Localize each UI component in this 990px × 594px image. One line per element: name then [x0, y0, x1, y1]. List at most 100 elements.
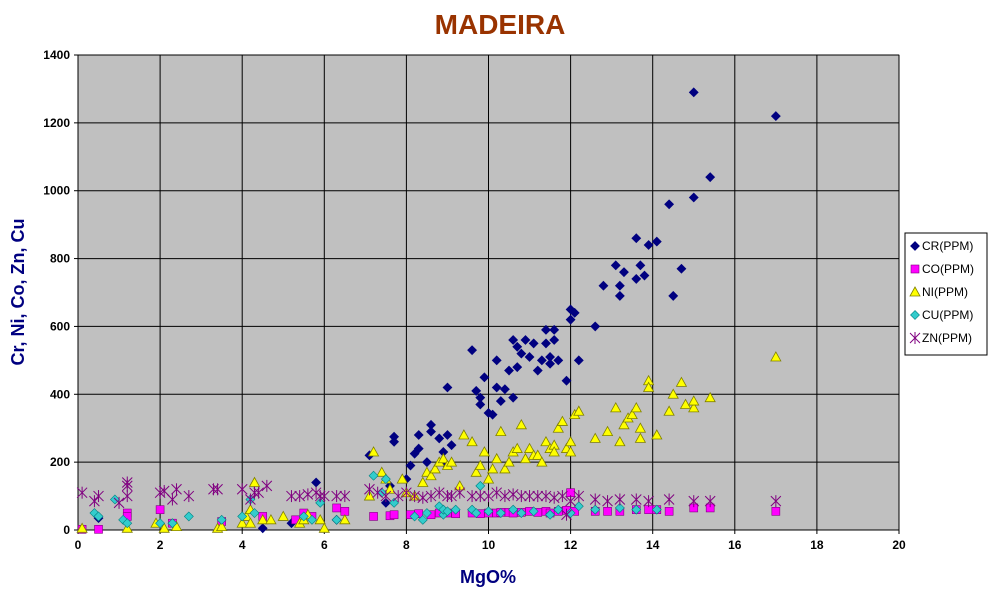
point-crppm: [512, 362, 523, 373]
point-nippm: [536, 456, 548, 467]
point-nippm: [491, 452, 503, 464]
point-nippm: [466, 435, 478, 447]
point-crppm: [549, 335, 560, 345]
x-axis-title: MgO%: [460, 567, 516, 587]
y-tick-label: 800: [50, 252, 70, 266]
point-nippm: [257, 513, 269, 525]
point-nippm: [215, 520, 228, 532]
point-coppm: [155, 505, 165, 514]
point-nippm: [236, 517, 248, 528]
point-cuppm: [237, 511, 248, 522]
point-cuppm: [495, 508, 506, 518]
point-nippm: [523, 442, 536, 453]
point-cuppm: [651, 504, 662, 515]
point-nippm: [601, 425, 614, 437]
point-nippm: [437, 452, 450, 464]
point-cuppm: [110, 494, 120, 505]
point-crppm: [389, 436, 400, 447]
point-znppm: [589, 493, 601, 506]
x-tick-label: 4: [239, 538, 246, 552]
point-nippm: [499, 463, 511, 474]
point-cuppm: [331, 514, 342, 525]
legend-marker-cuppm: [910, 310, 920, 320]
x-tick-label: 18: [810, 538, 824, 552]
x-tick-label: 16: [728, 538, 742, 552]
y-tick-label: 1200: [43, 116, 70, 130]
point-nippm: [515, 418, 528, 430]
point-nippm: [503, 456, 515, 467]
point-cuppm: [93, 511, 104, 522]
point-crppm: [442, 382, 453, 393]
legend: CR(PPM) CO(PPM) NI(PPM) CU(PPM) ZN(PPM): [904, 232, 988, 356]
point-nippm: [573, 405, 585, 416]
point-crppm: [553, 355, 564, 366]
point-crppm: [651, 236, 662, 247]
point-nippm: [339, 513, 351, 525]
point-cuppm: [573, 501, 584, 512]
point-znppm: [446, 490, 457, 503]
point-crppm: [569, 307, 580, 318]
point-crppm: [664, 199, 675, 210]
point-cuppm: [450, 504, 461, 515]
point-crppm: [487, 409, 498, 420]
point-znppm: [643, 495, 654, 508]
point-crppm: [541, 338, 551, 349]
point-cuppm: [315, 497, 326, 508]
point-cuppm: [422, 508, 432, 518]
point-znppm: [253, 486, 264, 499]
point-crppm: [413, 430, 424, 440]
point-nippm: [244, 517, 257, 528]
point-nippm: [425, 469, 437, 481]
point-znppm: [630, 493, 642, 506]
series-znppm: [76, 476, 782, 521]
point-crppm: [619, 267, 629, 278]
point-znppm: [286, 490, 297, 503]
point-crppm: [614, 280, 625, 291]
point-cuppm: [516, 508, 527, 518]
point-nippm: [651, 429, 663, 440]
point-crppm: [257, 523, 268, 534]
point-crppm: [499, 384, 510, 395]
legend-label-coppm: CO(PPM): [922, 262, 974, 276]
point-crppm: [446, 440, 457, 451]
point-crppm: [610, 260, 621, 271]
point-znppm: [380, 490, 392, 503]
legend-label-cuppm: CU(PPM): [922, 308, 973, 322]
point-nippm: [556, 415, 569, 426]
series-cuppm: [89, 470, 662, 529]
point-nippm: [688, 395, 700, 406]
point-cuppm: [380, 474, 391, 485]
point-cuppm: [307, 514, 317, 525]
point-crppm: [479, 372, 490, 383]
point-znppm: [76, 486, 88, 499]
legend-marker-nippm: [909, 286, 921, 297]
point-znppm: [171, 483, 182, 496]
point-crppm: [524, 352, 535, 362]
point-znppm: [121, 479, 133, 492]
point-znppm: [466, 490, 478, 503]
chart-title: MADEIRA: [435, 9, 566, 40]
point-nippm: [248, 476, 261, 487]
point-nippm: [548, 446, 560, 457]
y-tick-label: 1400: [43, 48, 70, 62]
point-crppm: [668, 290, 679, 301]
point-znppm: [183, 490, 195, 503]
point-znppm: [392, 490, 404, 503]
point-crppm: [536, 355, 547, 366]
point-znppm: [532, 490, 544, 503]
point-nippm: [376, 466, 388, 477]
point-crppm: [380, 497, 391, 508]
point-znppm: [372, 486, 384, 499]
point-nippm: [679, 398, 692, 409]
point-nippm: [626, 408, 638, 420]
point-crppm: [491, 355, 502, 366]
point-cuppm: [389, 497, 400, 508]
point-cuppm: [442, 506, 453, 517]
y-tick-label: 400: [50, 387, 70, 401]
point-nippm: [630, 402, 642, 413]
point-nippm: [384, 483, 396, 494]
legend-label-crppm: CR(PPM): [922, 239, 973, 253]
point-nippm: [367, 446, 380, 457]
point-nippm: [540, 435, 552, 447]
